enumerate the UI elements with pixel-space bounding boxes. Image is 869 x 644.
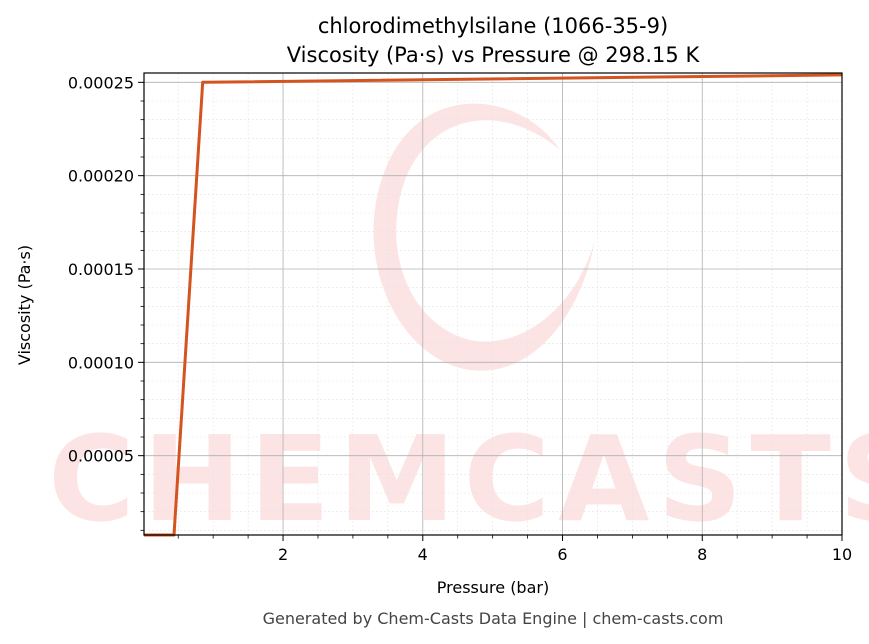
ticks: 2 4 6 8 10 0.00005 0.00010 0.00015 0.00020 0.0002…: [68, 73, 852, 564]
watermark: CHEMCASTS: [48, 103, 869, 548]
chart-title: chlorodimethylsilane (1066-35-9): [318, 14, 668, 38]
y-tick-label: 0.00005: [68, 447, 134, 466]
y-axis-label: Viscosity (Pa·s): [15, 245, 34, 365]
x-tick-label: 2: [278, 545, 288, 564]
y-tick-label: 0.00010: [68, 353, 134, 372]
x-tick-label: 8: [697, 545, 707, 564]
watermark-text: CHEMCASTS: [48, 410, 869, 548]
minor-grid: [144, 73, 842, 535]
x-axis-label: Pressure (bar): [437, 578, 549, 597]
y-tick-label: 0.00020: [68, 167, 134, 186]
chart-subtitle: Viscosity (Pa·s) vs Pressure @ 298.15 K: [287, 43, 701, 67]
y-tick-label: 0.00015: [68, 260, 134, 279]
footer-credit: Generated by Chem-Casts Data Engine | ch…: [263, 609, 724, 628]
x-tick-label: 10: [832, 545, 852, 564]
x-tick-label: 4: [418, 545, 428, 564]
x-tick-label: 6: [557, 545, 567, 564]
y-tick-label: 0.00025: [68, 73, 134, 92]
